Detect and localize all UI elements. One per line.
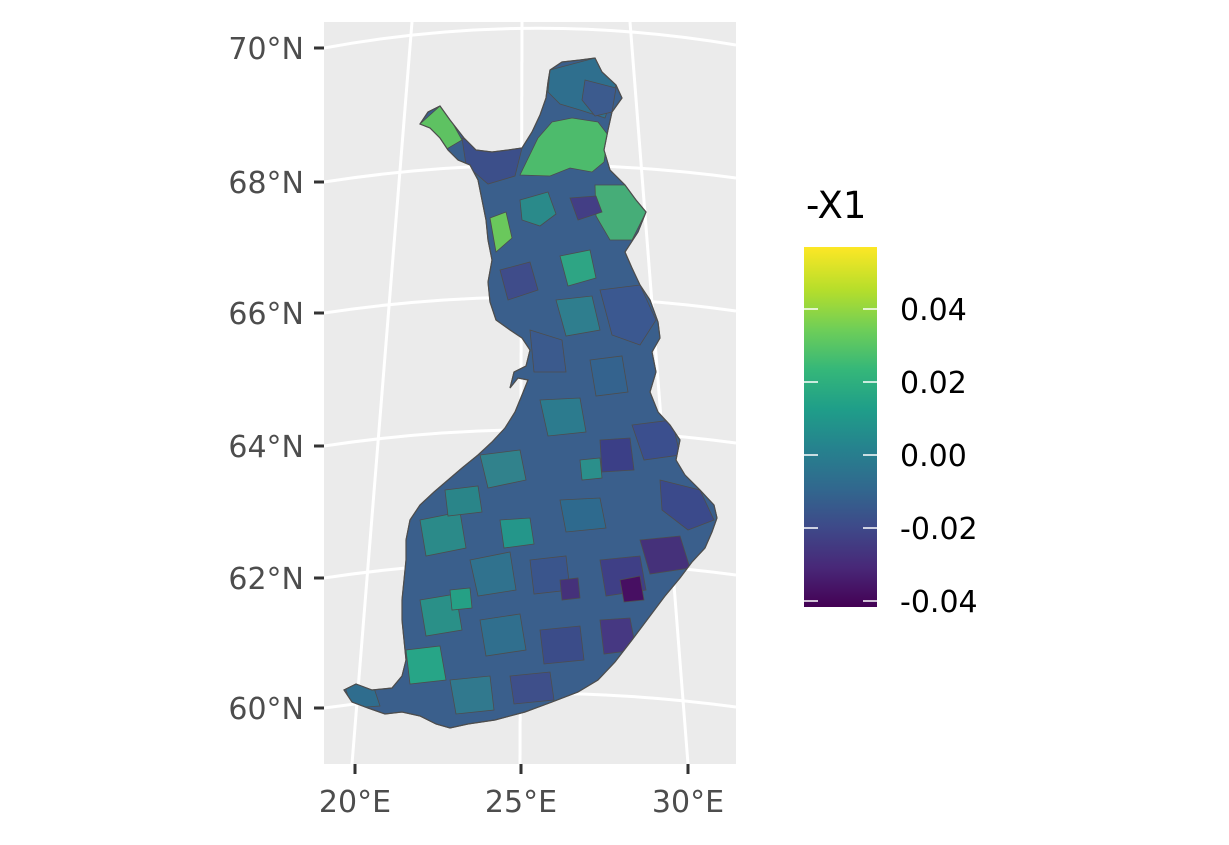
finland-map bbox=[343, 57, 718, 729]
legend-label-neg-0.04: -0.04 bbox=[900, 585, 978, 620]
y-axis: 70°N 68°N 66°N 64°N 62°N 60°N bbox=[228, 32, 324, 727]
legend-label-0.04: 0.04 bbox=[900, 293, 967, 328]
lat-label-62: 62°N bbox=[228, 562, 304, 597]
lon-label-30: 30°E bbox=[652, 785, 724, 820]
legend-label-neg-0.02: -0.02 bbox=[900, 512, 978, 547]
lon-label-20: 20°E bbox=[319, 785, 391, 820]
legend-label-0.00: 0.00 bbox=[900, 439, 967, 474]
x-axis: 20°E 25°E 30°E bbox=[319, 764, 724, 820]
municipality-regions bbox=[344, 58, 715, 715]
lat-label-60: 60°N bbox=[228, 692, 304, 727]
lat-label-70: 70°N bbox=[228, 32, 304, 67]
lon-label-25: 25°E bbox=[485, 785, 557, 820]
lat-label-66: 66°N bbox=[228, 297, 304, 332]
legend-colorbar bbox=[804, 247, 877, 607]
lat-label-68: 68°N bbox=[228, 166, 304, 201]
legend-title: -X1 bbox=[806, 184, 866, 227]
lat-label-64: 64°N bbox=[228, 430, 304, 465]
legend-label-0.02: 0.02 bbox=[900, 366, 967, 401]
color-legend: -X1 0.04 0.02 0.00 -0.02 -0.04 bbox=[804, 184, 978, 620]
